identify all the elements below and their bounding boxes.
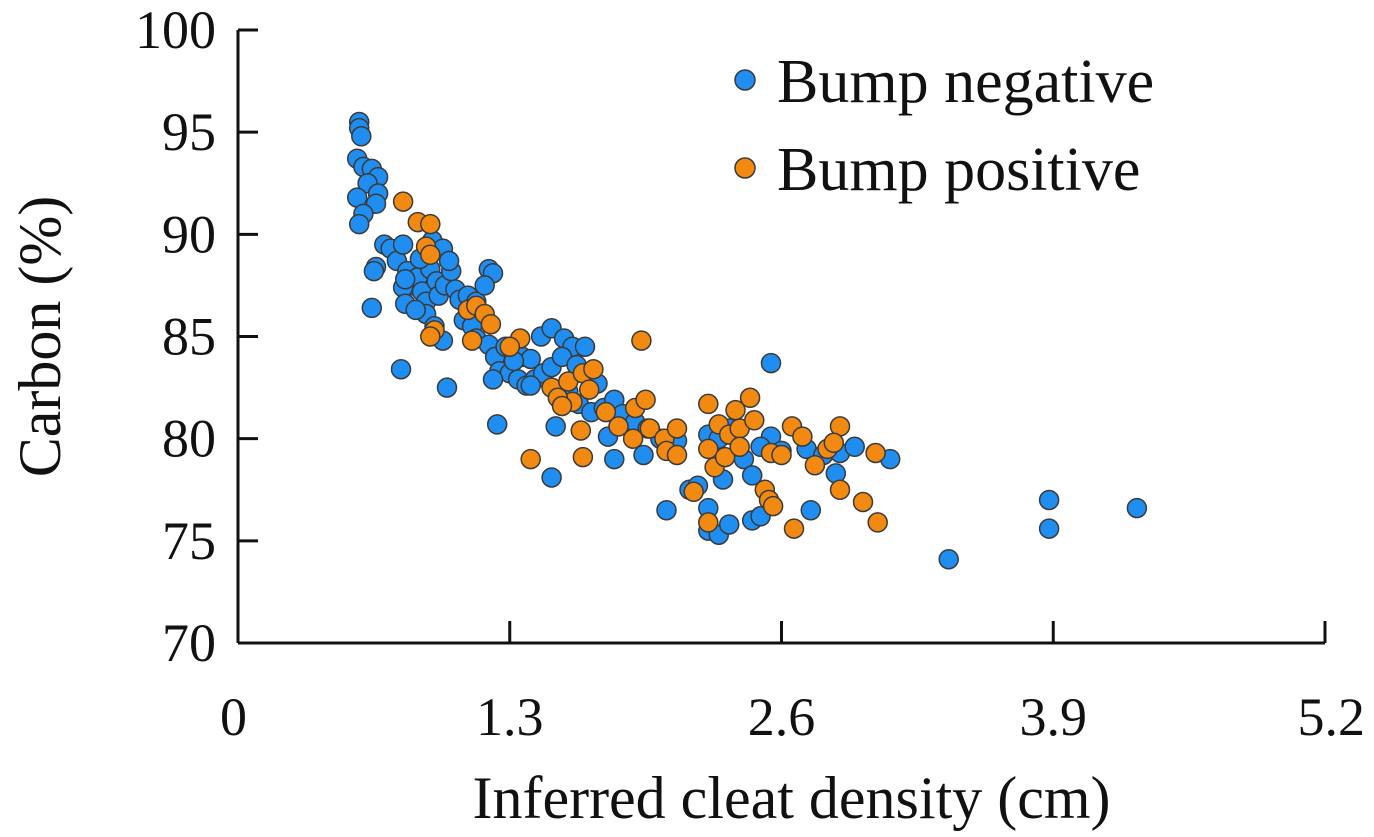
point-bump-negative (394, 269, 416, 290)
point-bump-positive (852, 491, 874, 513)
point-bump-positive (725, 399, 746, 421)
point-bump-positive (829, 479, 851, 501)
point-bump-negative (1038, 518, 1060, 539)
point-bump-negative (361, 297, 383, 319)
point-bump-positive (698, 393, 719, 415)
x-ticks: 0 1.3 2.6 3.9 5.2 (220, 621, 1365, 747)
point-bump-positive (762, 495, 784, 517)
point-bump-positive (666, 418, 688, 439)
point-bump-positive (570, 420, 592, 441)
point-bump-positive (666, 444, 688, 466)
x-tick-label: 5.2 (1298, 687, 1366, 747)
data-points (346, 111, 1148, 570)
point-bump-positive (783, 518, 805, 539)
point-bump-positive (867, 512, 888, 533)
legend-label-bump-positive: Bump positive (777, 136, 1140, 204)
point-bump-negative (392, 234, 414, 255)
point-bump-negative (844, 436, 865, 458)
y-tick-label: 85 (162, 307, 216, 367)
y-tick-label: 80 (162, 409, 216, 469)
point-bump-positive (499, 336, 521, 357)
x-tick-label: 0 (220, 687, 247, 747)
point-bump-negative (718, 514, 740, 535)
point-bump-positive (420, 244, 441, 266)
point-bump-positive (572, 446, 594, 468)
point-bump-positive (823, 432, 845, 454)
point-bump-positive (744, 410, 765, 431)
point-bump-negative (938, 548, 959, 570)
point-bump-negative (1038, 489, 1060, 511)
point-bump-negative (545, 416, 566, 437)
point-bump-negative (760, 352, 782, 374)
point-bump-positive (392, 191, 414, 212)
point-bump-negative (436, 377, 458, 398)
point-bump-negative (351, 126, 372, 147)
point-bump-negative (520, 375, 541, 396)
point-bump-negative (656, 499, 677, 521)
legend-marker-bump-negative (734, 69, 756, 91)
y-tick-label: 100 (135, 0, 216, 60)
x-tick-label: 2.6 (748, 687, 816, 747)
point-bump-positive (583, 358, 604, 380)
point-bump-negative (574, 336, 596, 357)
point-bump-positive (420, 326, 441, 347)
x-tick-label: 1.3 (476, 687, 544, 747)
axes (236, 30, 1325, 645)
point-bump-positive (804, 454, 826, 476)
point-bump-positive (520, 448, 541, 470)
point-bump-positive (729, 436, 750, 458)
legend-marker-bump-positive (734, 157, 756, 179)
point-bump-positive (865, 442, 886, 464)
point-bump-positive (420, 213, 441, 235)
y-tick-label: 70 (162, 613, 216, 673)
point-bump-positive (792, 426, 813, 447)
point-bump-negative (390, 358, 412, 380)
point-bump-negative (363, 260, 385, 282)
y-tick-label: 75 (162, 511, 216, 571)
point-bump-positive (461, 330, 483, 351)
point-bump-negative (800, 499, 822, 521)
point-bump-positive (698, 512, 719, 533)
point-bump-positive (595, 401, 617, 423)
point-bump-negative (1126, 497, 1148, 519)
y-tick-label: 95 (162, 102, 216, 162)
x-tick-label: 3.9 (1020, 687, 1088, 747)
point-bump-negative (741, 465, 763, 486)
point-bump-negative (474, 275, 495, 296)
point-bump-positive (714, 446, 736, 468)
point-bump-positive (771, 444, 792, 466)
point-bump-negative (348, 213, 370, 235)
x-axis-title: Inferred cleat density (cm) (473, 765, 1111, 831)
point-bump-negative (405, 299, 426, 321)
point-bump-positive (739, 387, 761, 409)
point-bump-positive (639, 418, 661, 439)
y-axis-title: Carbon (%) (7, 196, 73, 478)
point-bump-positive (635, 389, 656, 411)
y-tick-label: 90 (162, 204, 216, 264)
y-ticks: 70 75 80 85 90 95 100 (135, 0, 258, 673)
point-bump-negative (438, 250, 460, 272)
point-bump-positive (608, 416, 629, 437)
legend-label-bump-negative: Bump negative (777, 48, 1154, 116)
point-bump-positive (683, 481, 704, 503)
point-bump-positive (578, 379, 600, 400)
point-bump-negative (482, 369, 504, 390)
point-bump-negative (541, 467, 562, 488)
point-bump-negative (604, 448, 625, 470)
point-bump-positive (631, 330, 652, 351)
point-bump-negative (633, 444, 654, 466)
point-bump-positive (480, 313, 502, 335)
legend: Bump negative Bump positive (734, 48, 1154, 204)
point-bump-positive (551, 395, 573, 417)
point-bump-positive (622, 428, 644, 449)
point-bump-positive (698, 438, 719, 460)
point-bump-negative (486, 414, 508, 435)
